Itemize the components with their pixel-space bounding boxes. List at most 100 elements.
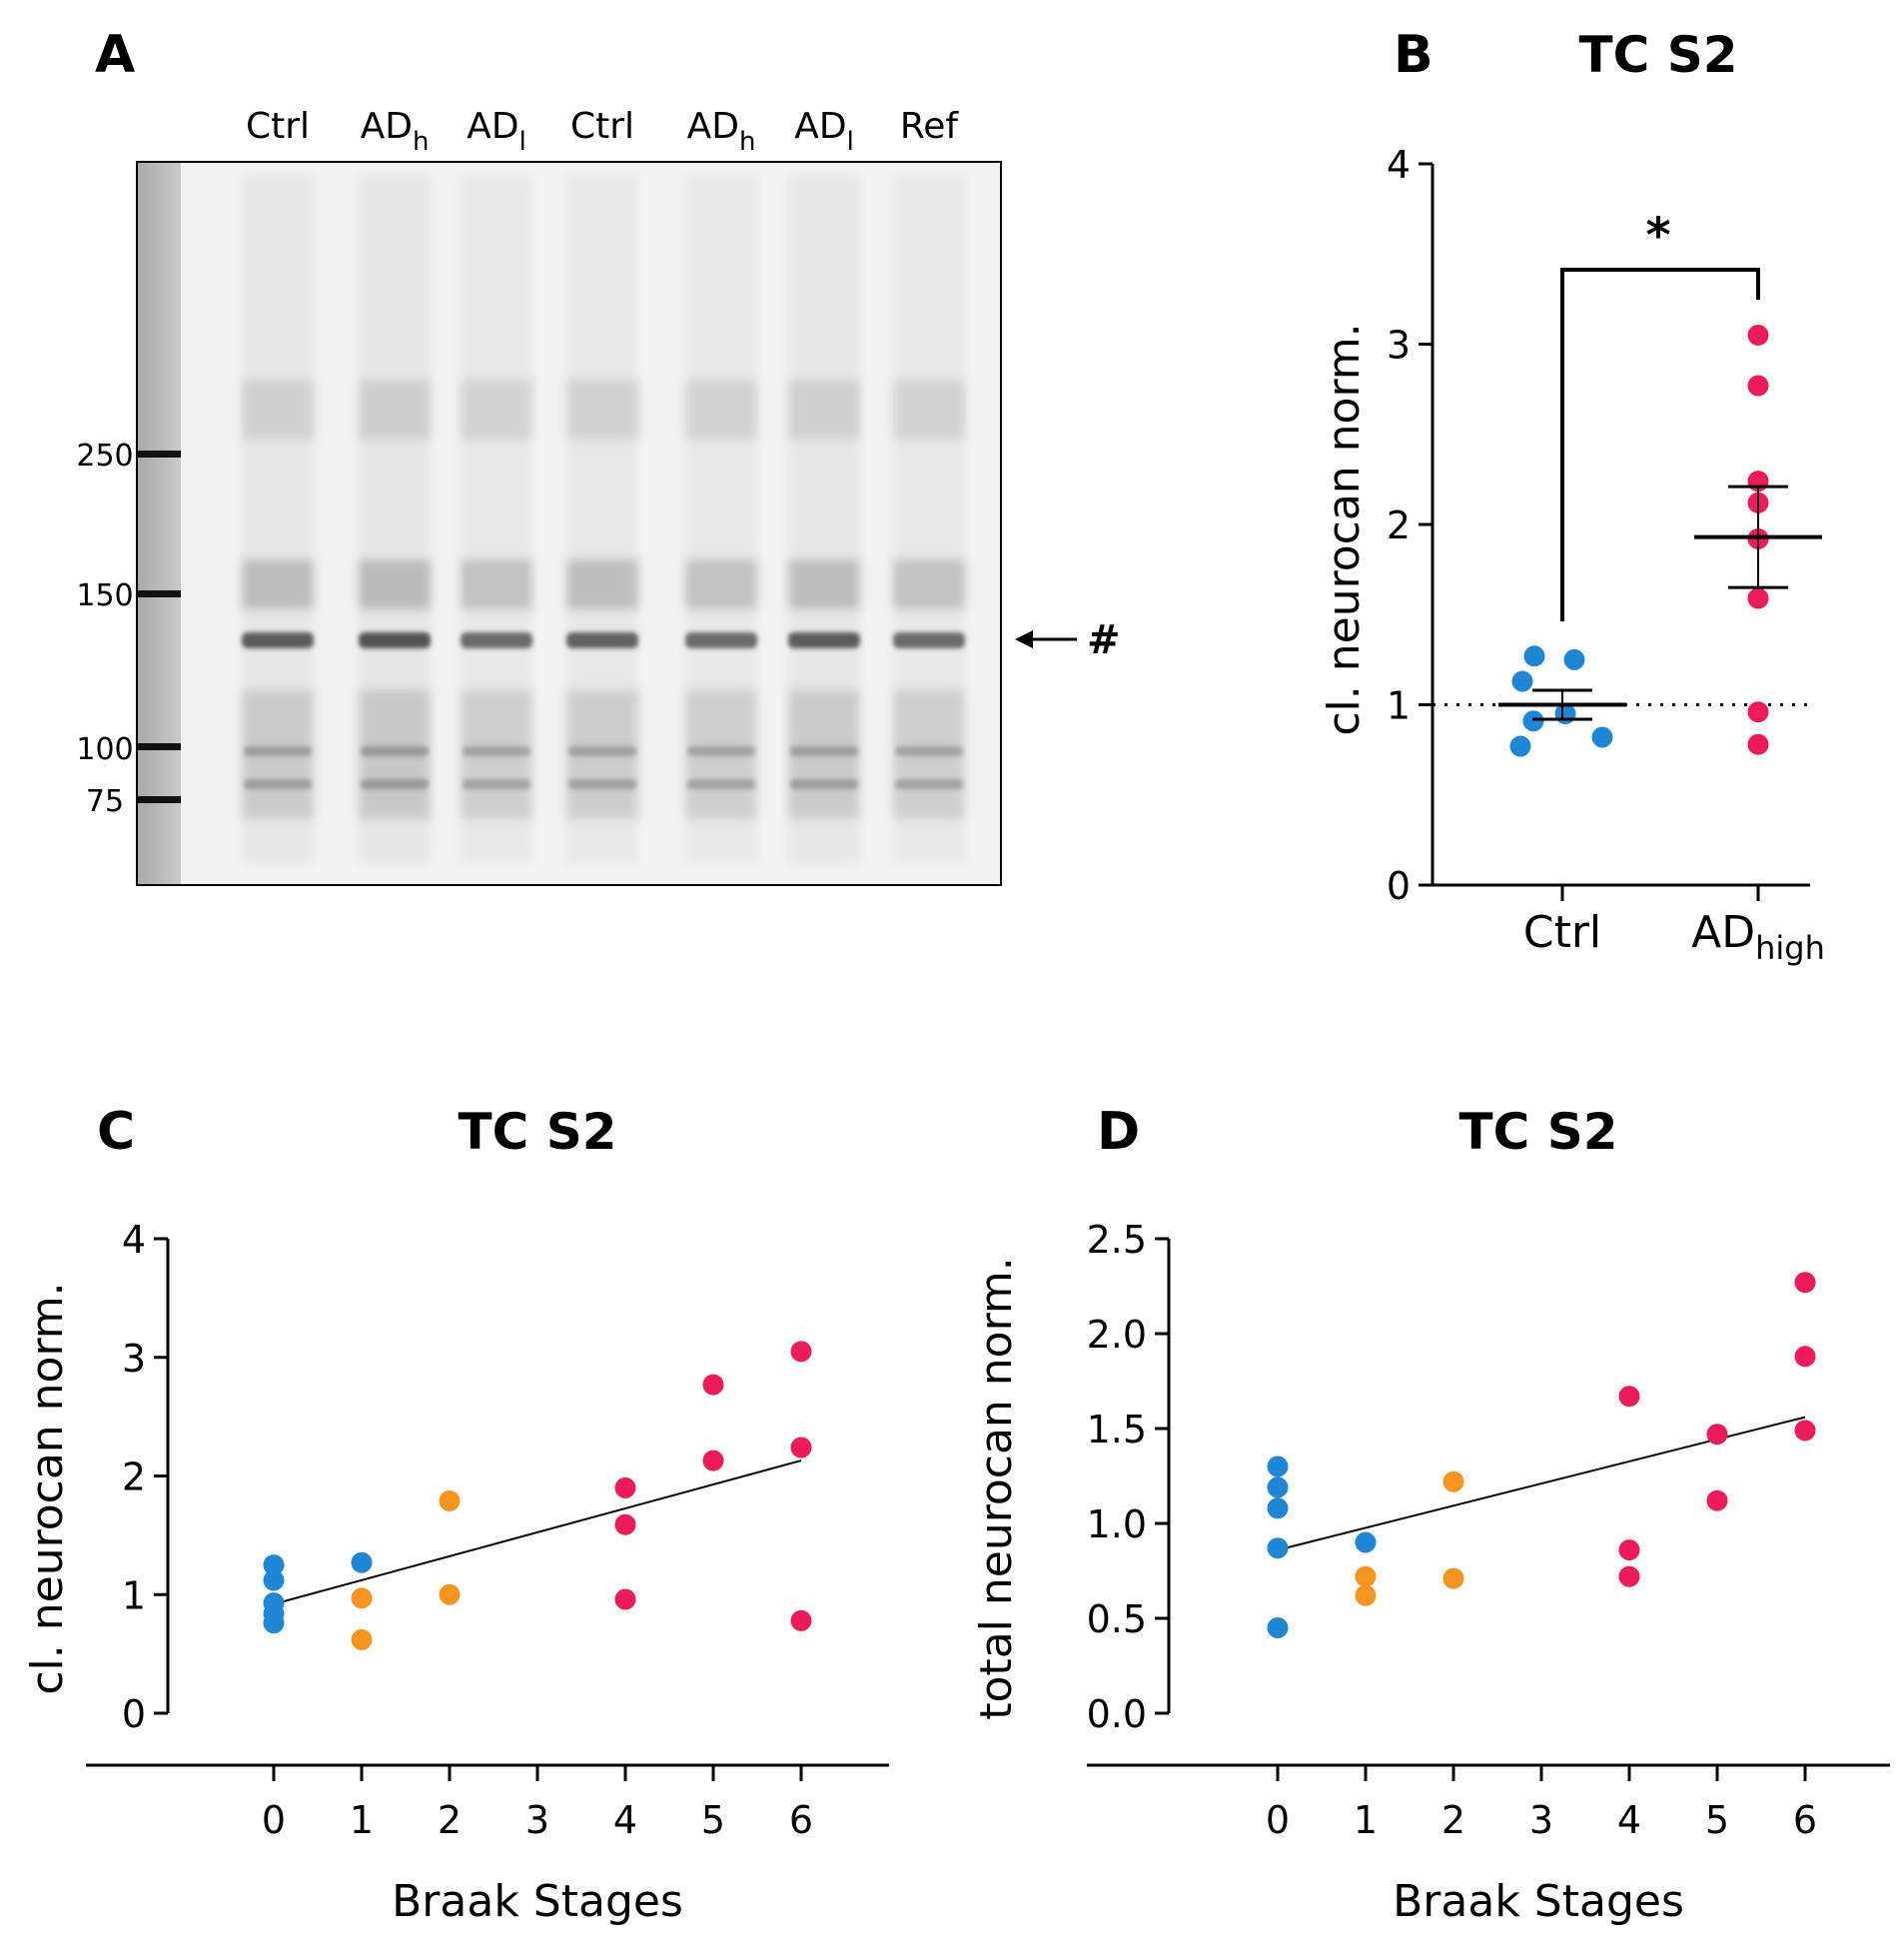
- ladder-band-100: [137, 743, 181, 750]
- significance-star: *: [1645, 208, 1670, 264]
- lane-haze-150-6: [788, 559, 860, 609]
- y-tick-label-1: 1: [1387, 684, 1411, 728]
- lane-haze-upper-5: [685, 380, 757, 440]
- panel-d-y-label: total neurocan norm.: [971, 1257, 1022, 1719]
- band-low2-6: [790, 779, 858, 789]
- lane-haze-upper-7: [893, 380, 965, 440]
- ladder-band-250: [137, 451, 181, 458]
- y-tick-label-0.5: 0.5: [1087, 1597, 1147, 1641]
- band-low2-5: [687, 779, 755, 789]
- significance-bracket: [1560, 268, 1760, 621]
- point-ad_low-4: [1442, 1567, 1464, 1589]
- y-tick-label-1.5: 1.5: [1087, 1408, 1147, 1452]
- y-tick-label-2.5: 2.5: [1087, 1218, 1147, 1262]
- x-tick-label-3: 3: [1529, 1798, 1553, 1842]
- lane-label-3: ADl: [467, 106, 526, 157]
- point-ad_high-4: [702, 1374, 724, 1396]
- x-tick-label-4: 4: [613, 1798, 637, 1842]
- x-tick-label-1: Ctrl: [1523, 907, 1601, 958]
- panel-d: D TC S2 total neurocan norm. Braak Stage…: [971, 1102, 1890, 1927]
- point-ad_high-1: [614, 1476, 636, 1498]
- y-tick-label-4: 4: [122, 1218, 146, 1262]
- band-low2-1: [244, 779, 312, 789]
- regression-line: [273, 1459, 802, 1605]
- panel-b-letter: B: [1394, 25, 1433, 85]
- point-ADhigh-1: [1747, 324, 1769, 346]
- point-ADhigh-6: [1747, 587, 1769, 609]
- blot-membrane: [136, 161, 1002, 886]
- band-3: [461, 632, 532, 648]
- band-low1-5: [687, 746, 755, 756]
- point-ad_high-6: [790, 1341, 812, 1363]
- y-tick-label-0: 0: [122, 1692, 146, 1736]
- point-ad_low-2: [351, 1628, 373, 1650]
- point-ad_high-1: [1618, 1386, 1640, 1408]
- y-tick-label-1.0: 1.0: [1087, 1502, 1147, 1546]
- x-tick-label-5: 5: [701, 1798, 725, 1842]
- point-ad_high-8: [790, 1609, 812, 1631]
- x-tick-label-5: 5: [1705, 1798, 1729, 1842]
- x-tick-label-0: 0: [1266, 1798, 1290, 1842]
- point-ad_low-2: [1355, 1584, 1377, 1606]
- band-4: [566, 632, 638, 648]
- point-Ctrl-2: [1563, 648, 1585, 670]
- point-ad_high-3: [1618, 1565, 1640, 1587]
- point-ctrl-3: [1267, 1497, 1289, 1519]
- point-ctrl-2: [1267, 1476, 1289, 1498]
- point-ctrl-2: [263, 1569, 285, 1591]
- point-Ctrl-7: [1509, 735, 1531, 757]
- point-ADhigh-2: [1747, 375, 1769, 397]
- ladder-band-150: [137, 590, 181, 597]
- point-ad_high-8: [1794, 1420, 1816, 1442]
- point-ctrl-5: [263, 1612, 285, 1634]
- y-tick-label-2: 2: [1387, 503, 1411, 547]
- panel-a: A Ctrl ADh ADl Ctrl ADh ADl Ref 250 150 100 75 #: [76, 25, 1121, 886]
- band-low1-6: [790, 746, 858, 756]
- point-ad_high-4: [1706, 1424, 1728, 1446]
- x-tick-label-6: 6: [789, 1798, 813, 1842]
- lane-haze-upper-1: [242, 380, 314, 440]
- lane-labels: Ctrl ADh ADl Ctrl ADh ADl Ref: [246, 106, 959, 157]
- panel-a-letter: A: [95, 25, 135, 85]
- y-tick-label-0.0: 0.0: [1087, 1692, 1147, 1736]
- band-5: [685, 632, 757, 648]
- protein-bands: [242, 632, 965, 789]
- panel-d-marks: [1267, 1272, 1816, 1638]
- lane-haze-150-3: [461, 559, 532, 609]
- point-ad_high-7: [1794, 1346, 1816, 1368]
- point-ADhigh-8: [1747, 733, 1769, 755]
- panel-b-y-label: cl. neurocan norm.: [1319, 323, 1370, 735]
- point-ad_high-5: [1706, 1489, 1728, 1511]
- membrane-border: [136, 161, 1002, 886]
- x-tick-label-1: 1: [1354, 1798, 1378, 1842]
- lane-haze-150-2: [359, 559, 431, 609]
- x-tick-label-3: 3: [525, 1798, 549, 1842]
- point-ctrl-6: [351, 1551, 373, 1573]
- point-ad_high-5: [702, 1450, 724, 1471]
- y-tick-label-3: 3: [122, 1337, 146, 1381]
- y-tick-label-1: 1: [122, 1573, 146, 1617]
- x-tick-label-2: 2: [1441, 1798, 1465, 1842]
- panel-d-x-label: Braak Stages: [1393, 1876, 1684, 1927]
- band-low1-2: [361, 746, 429, 756]
- marker-label-250: 250: [76, 439, 133, 474]
- point-Ctrl-3: [1511, 670, 1533, 692]
- band-6: [788, 632, 860, 648]
- point-ad_high-2: [614, 1513, 636, 1535]
- y-tick-label-2: 2: [122, 1456, 146, 1499]
- band-low1-4: [568, 746, 636, 756]
- band-low1-1: [244, 746, 312, 756]
- band-arrow: #: [1015, 617, 1121, 663]
- point-ctrl-6: [1355, 1531, 1377, 1553]
- panel-c: C TC S2 cl. neurocan norm. Braak Stages …: [22, 1102, 889, 1927]
- x-tick-label-2: 2: [438, 1798, 462, 1842]
- lane-label-5: ADh: [687, 106, 756, 157]
- point-Ctrl-6: [1591, 726, 1613, 748]
- band-low2-3: [463, 779, 530, 789]
- band-2: [359, 632, 431, 648]
- lane-label-6: ADl: [794, 106, 854, 157]
- lane-haze-150-1: [242, 559, 314, 609]
- point-ad_low-1: [351, 1587, 373, 1609]
- panel-c-y-label: cl. neurocan norm.: [22, 1282, 73, 1694]
- marker-label-100: 100: [76, 732, 133, 767]
